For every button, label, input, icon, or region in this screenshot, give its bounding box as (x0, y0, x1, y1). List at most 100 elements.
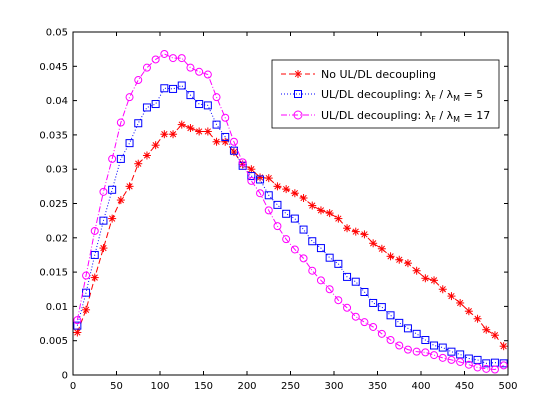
data-point (490, 331, 499, 340)
data-point (212, 120, 221, 129)
data-point (351, 312, 360, 321)
y-tick-label: 0.02 (46, 233, 68, 244)
data-point (134, 76, 143, 85)
data-point (464, 307, 473, 316)
data-point (412, 347, 421, 356)
y-tick-label: 0.005 (39, 336, 68, 347)
data-point (403, 345, 412, 354)
y-tick-label: 0.045 (39, 62, 68, 73)
data-point (351, 277, 360, 286)
data-point (395, 255, 404, 264)
legend-item-decoupling-17: UL/DL decoupling: λF / λM = 17 (281, 109, 490, 124)
data-point (151, 55, 160, 64)
data-point (203, 127, 212, 136)
x-tick-label: 300 (324, 381, 343, 392)
data-point (360, 318, 369, 327)
data-point (438, 285, 447, 294)
legend: No UL/DL decoupling UL/DL decoupling: λF… (271, 59, 500, 129)
data-point (195, 67, 204, 76)
data-point (473, 314, 482, 323)
data-point (482, 364, 491, 373)
data-point (403, 324, 412, 333)
data-point (325, 253, 334, 262)
data-point (438, 353, 447, 362)
data-point (151, 141, 160, 150)
axes-layer: 0 50 100 150 200 250 300 350 400 450 500 0 0.005 0.01… (39, 28, 517, 393)
data-point (177, 81, 186, 90)
data-point (221, 113, 230, 122)
data-point (299, 254, 308, 263)
data-point (99, 244, 108, 253)
data-point (125, 139, 134, 148)
data-point (90, 250, 99, 259)
legend-box (271, 59, 500, 129)
data-point (264, 191, 273, 200)
y-tick-label: 0.01 (46, 302, 68, 313)
data-point (282, 235, 291, 244)
data-point (386, 336, 395, 345)
data-point (282, 209, 291, 218)
data-point (125, 93, 134, 102)
x-tick-label: 450 (455, 381, 474, 392)
legend-label-no-decoupling: No UL/DL decoupling (321, 68, 436, 81)
data-point (169, 130, 178, 139)
data-point (108, 214, 117, 223)
data-point (430, 276, 439, 285)
data-point (316, 276, 325, 285)
data-point (438, 343, 447, 352)
data-point (490, 365, 499, 374)
data-point (290, 214, 299, 223)
data-point (186, 63, 195, 72)
data-point (160, 84, 169, 93)
data-point (351, 227, 360, 236)
data-point (212, 93, 221, 102)
data-point (316, 244, 325, 253)
data-point (273, 222, 282, 231)
data-point (447, 347, 456, 356)
data-point (142, 103, 151, 112)
data-point (377, 244, 386, 253)
data-point (177, 120, 186, 129)
data-point (499, 361, 508, 370)
data-point (186, 124, 195, 133)
data-point (430, 341, 439, 350)
data-point (116, 118, 125, 127)
series-1 (73, 120, 508, 351)
x-tick-label: 400 (411, 381, 430, 392)
data-point (325, 285, 334, 294)
data-point (82, 305, 91, 314)
data-point (464, 354, 473, 363)
data-point (177, 54, 186, 63)
data-point (273, 200, 282, 209)
data-point (473, 355, 482, 364)
data-point (90, 273, 99, 282)
data-point (395, 341, 404, 350)
x-tick-label: 500 (498, 381, 517, 392)
data-point (82, 271, 91, 280)
data-point (343, 303, 352, 312)
data-point (499, 359, 508, 368)
data-point (360, 230, 369, 239)
y-tick-label: 0.04 (46, 96, 68, 107)
y-tick-label: 0.05 (46, 28, 68, 39)
y-tick-label: 0 (62, 371, 68, 382)
data-point (377, 303, 386, 312)
data-point (421, 274, 430, 283)
data-point (73, 328, 82, 337)
data-point (482, 359, 491, 368)
data-point (430, 351, 439, 360)
data-point (316, 206, 325, 215)
data-point (134, 119, 143, 128)
data-point (256, 175, 265, 184)
data-point (203, 101, 212, 110)
data-point (247, 172, 256, 181)
data-point (142, 63, 151, 72)
data-point (116, 196, 125, 205)
data-point (273, 182, 282, 191)
data-point (290, 189, 299, 198)
data-point (125, 182, 134, 191)
data-point (473, 363, 482, 372)
data-point (195, 100, 204, 109)
data-point (90, 226, 99, 235)
data-point (229, 137, 238, 146)
